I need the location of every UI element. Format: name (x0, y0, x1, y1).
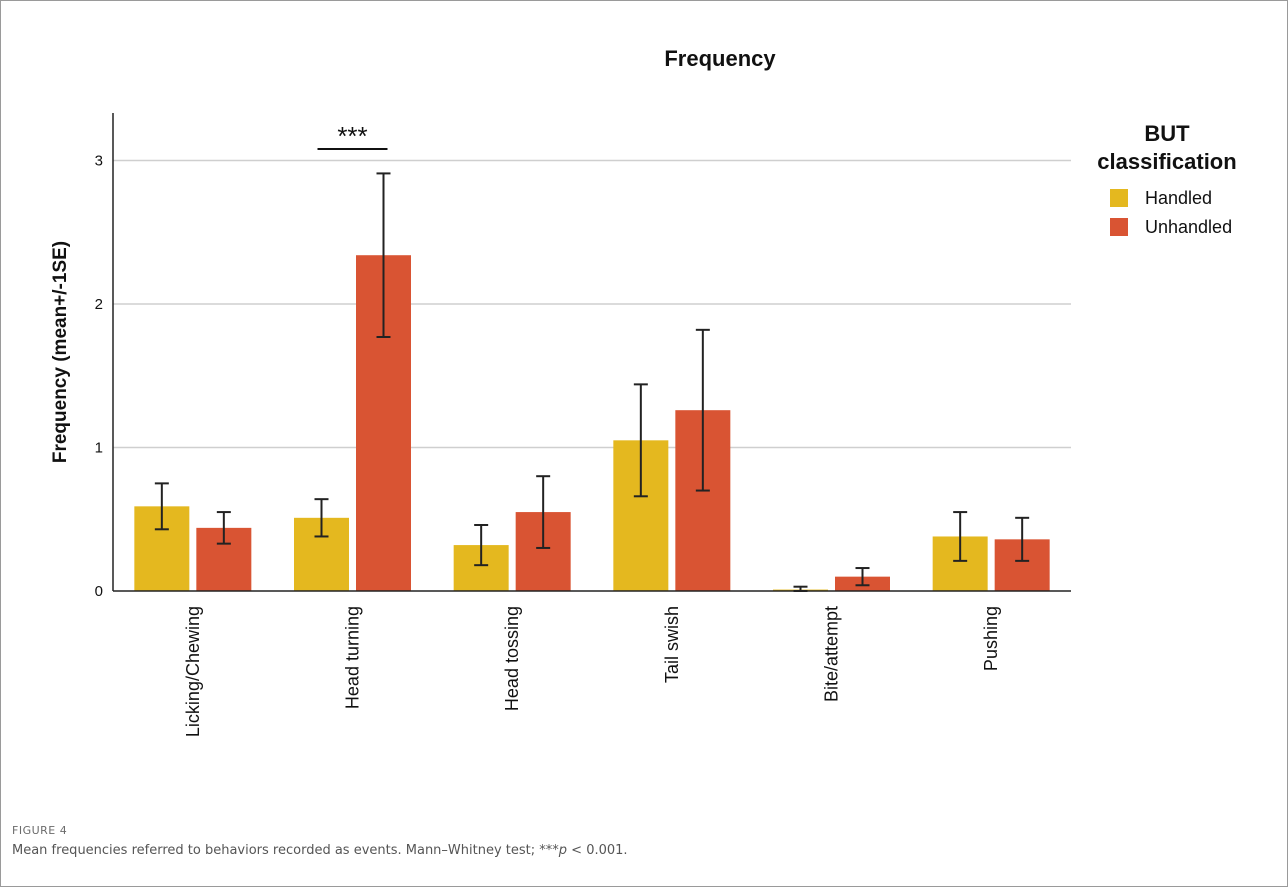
x-tick-label-0: Licking/Chewing (183, 606, 203, 737)
legend-title-line2: classification (1097, 149, 1236, 174)
y-tick-label-2: 2 (95, 296, 103, 313)
caption-p-symbol: p (558, 843, 568, 858)
x-tick-label-2: Head tossing (502, 606, 522, 711)
x-tick-label-5: Pushing (981, 606, 1001, 671)
figure-caption: Mean frequencies referred to behaviors r… (12, 843, 628, 858)
axes (112, 113, 1071, 592)
y-axis-label: Frequency (mean+/-1SE) (50, 241, 71, 463)
x-tick-labels: Licking/Chewing Head turning Head tossing T… (183, 606, 1001, 737)
legend: BUT classification Handled Unhandled (1097, 121, 1236, 237)
caption-text-end: < 0.001. (567, 843, 628, 858)
legend-title-line1: BUT (1144, 121, 1190, 146)
legend-label-unhandled: Unhandled (1145, 217, 1232, 237)
bars (134, 255, 1050, 591)
y-tick-label-1: 1 (95, 440, 103, 457)
significance-annotation: *** (317, 121, 388, 151)
grid-lines (113, 159, 1071, 449)
legend-swatch-handled (1110, 189, 1128, 207)
significance-stars-0: *** (337, 121, 367, 151)
caption-text-start: Mean frequencies referred to behaviors r… (12, 843, 559, 858)
y-tick-label-3: 3 (95, 153, 103, 170)
error-bars (154, 172, 1030, 592)
legend-label-handled: Handled (1145, 188, 1212, 208)
figure-label: FIGURE 4 (12, 824, 68, 837)
chart-title: Frequency (664, 46, 776, 71)
x-tick-label-1: Head turning (343, 606, 363, 709)
y-tick-labels: 0 1 2 3 (95, 153, 103, 601)
legend-swatch-unhandled (1110, 218, 1128, 236)
y-tick-label-0: 0 (95, 583, 103, 600)
x-tick-label-3: Tail swish (662, 606, 682, 683)
x-tick-label-4: Bite/attempt (822, 606, 842, 702)
